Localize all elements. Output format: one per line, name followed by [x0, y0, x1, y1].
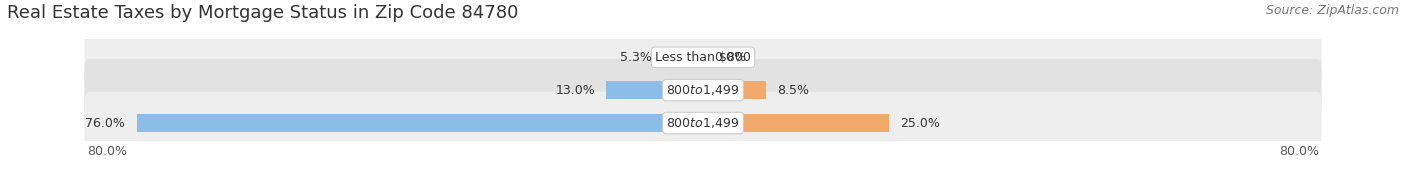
Text: $800 to $1,499: $800 to $1,499: [666, 83, 740, 97]
Text: 0.0%: 0.0%: [714, 51, 747, 64]
Bar: [703, 114, 890, 132]
Bar: [606, 81, 703, 99]
Text: $800 to $1,499: $800 to $1,499: [666, 116, 740, 130]
Text: Real Estate Taxes by Mortgage Status in Zip Code 84780: Real Estate Taxes by Mortgage Status in …: [7, 4, 519, 22]
Text: 8.5%: 8.5%: [778, 84, 810, 97]
FancyBboxPatch shape: [84, 26, 1322, 89]
FancyBboxPatch shape: [84, 59, 1322, 121]
FancyBboxPatch shape: [84, 92, 1322, 154]
Text: 13.0%: 13.0%: [555, 84, 595, 97]
Text: 25.0%: 25.0%: [900, 117, 941, 130]
Bar: [703, 81, 766, 99]
Bar: [136, 114, 703, 132]
Legend: Without Mortgage, With Mortgage: Without Mortgage, With Mortgage: [550, 192, 856, 196]
Text: Less than $800: Less than $800: [655, 51, 751, 64]
Text: 76.0%: 76.0%: [86, 117, 125, 130]
Text: Source: ZipAtlas.com: Source: ZipAtlas.com: [1265, 4, 1399, 17]
Bar: [664, 48, 703, 66]
Text: 5.3%: 5.3%: [620, 51, 652, 64]
